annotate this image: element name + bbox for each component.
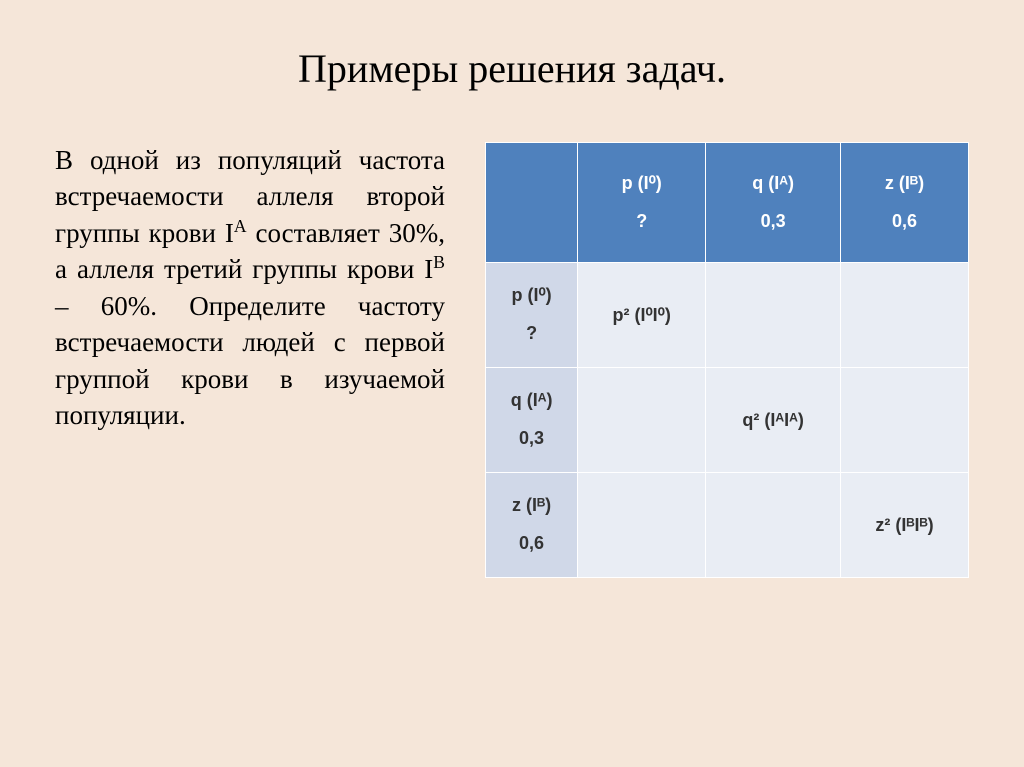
row-header-1-label: q (Iᴬ) xyxy=(511,391,553,411)
row-header-0-value: ? xyxy=(526,324,537,344)
table-header-row: p (I⁰) ? q (Iᴬ) 0,3 z (Iᴮ) 0,6 xyxy=(486,143,969,263)
row-header-0: p (I⁰) ? xyxy=(486,263,578,368)
cell-0-2 xyxy=(841,263,969,368)
row-header-0-label: p (I⁰) xyxy=(511,286,551,306)
row-header-1-value: 0,3 xyxy=(519,429,544,449)
slide: Примеры решения задач. В одной из популя… xyxy=(0,0,1024,767)
row-header-2: z (Iᴮ) 0,6 xyxy=(486,473,578,578)
col-header-2-value: 0,6 xyxy=(892,212,917,232)
row-header-1: q (Iᴬ) 0,3 xyxy=(486,368,578,473)
para-part-4: – 60%. Определите частоту встречаемости … xyxy=(55,291,445,430)
cell-2-1 xyxy=(706,473,841,578)
cell-0-1 xyxy=(706,263,841,368)
cell-1-1: q² (IᴬIᴬ) xyxy=(706,368,841,473)
col-header-2-label: z (Iᴮ) xyxy=(885,174,924,194)
row-header-2-label: z (Iᴮ) xyxy=(512,496,551,516)
col-header-1-label: q (Iᴬ) xyxy=(752,174,794,194)
para-sup-a: A xyxy=(234,216,247,236)
problem-text: В одной из популяций частота встречаемос… xyxy=(55,142,445,578)
col-header-1-value: 0,3 xyxy=(761,212,786,232)
row-header-2-value: 0,6 xyxy=(519,534,544,554)
col-header-2: z (Iᴮ) 0,6 xyxy=(841,143,969,263)
table-row: q (Iᴬ) 0,3 q² (IᴬIᴬ) xyxy=(486,368,969,473)
punnett-table: p (I⁰) ? q (Iᴬ) 0,3 z (Iᴮ) 0,6 xyxy=(485,142,969,578)
content-row: В одной из популяций частота встречаемос… xyxy=(55,142,969,578)
table-row: z (Iᴮ) 0,6 z² (IᴮIᴮ) xyxy=(486,473,969,578)
slide-title: Примеры решения задач. xyxy=(55,45,969,92)
col-header-0-value: ? xyxy=(636,212,647,232)
col-header-1: q (Iᴬ) 0,3 xyxy=(706,143,841,263)
corner-cell xyxy=(486,143,578,263)
cell-2-2: z² (IᴮIᴮ) xyxy=(841,473,969,578)
cell-1-2 xyxy=(841,368,969,473)
cell-0-0: p² (I⁰I⁰) xyxy=(578,263,706,368)
table-row: p (I⁰) ? p² (I⁰I⁰) xyxy=(486,263,969,368)
para-sup-b: B xyxy=(433,252,445,272)
punnett-table-wrap: p (I⁰) ? q (Iᴬ) 0,3 z (Iᴮ) 0,6 xyxy=(485,142,969,578)
col-header-0: p (I⁰) ? xyxy=(578,143,706,263)
cell-2-0 xyxy=(578,473,706,578)
col-header-0-label: p (I⁰) xyxy=(622,174,662,194)
cell-1-0 xyxy=(578,368,706,473)
